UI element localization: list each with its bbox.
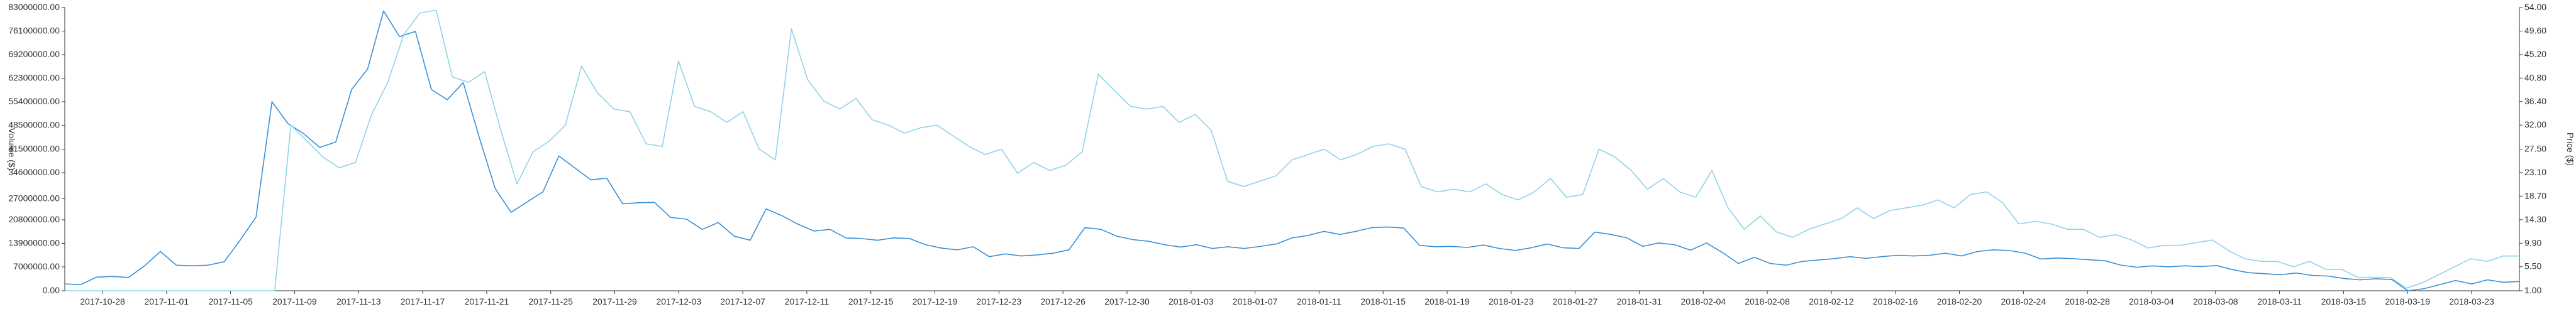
x-tick-label: 2018-01-19: [1424, 296, 1470, 306]
right-tick-label: 5.50: [2524, 261, 2541, 271]
x-tick-label: 2018-01-27: [1553, 296, 1598, 306]
x-tick-label: 2017-12-07: [720, 296, 765, 306]
x-tick-label: 2017-11-21: [465, 296, 509, 306]
right-axis-title: Price ($): [2565, 133, 2575, 166]
left-tick-label: 41500000.00: [8, 144, 60, 154]
x-tick-label: 2018-01-07: [1233, 296, 1278, 306]
price-series-line: [65, 9, 2519, 291]
x-tick-label: 2018-03-19: [2385, 296, 2430, 306]
left-tick-label: 76100000.00: [8, 25, 60, 35]
x-tick-label: 2017-12-15: [848, 296, 894, 306]
x-tick-label: 2017-12-19: [913, 296, 958, 306]
x-tick-label: 2017-12-30: [1104, 296, 1150, 306]
x-tick-label: 2017-12-03: [656, 296, 701, 306]
right-tick-label: 9.90: [2524, 237, 2541, 247]
right-tick-label: 1.00: [2524, 285, 2541, 295]
x-tick-label: 2017-11-29: [592, 296, 637, 306]
x-tick-label: 2018-02-12: [1809, 296, 1854, 306]
volume-series-line: [64, 10, 2520, 291]
x-tick-label: 2017-11-09: [272, 296, 317, 306]
x-tick-label: 2018-01-11: [1297, 296, 1341, 306]
left-tick-label: 0.00: [43, 285, 60, 295]
left-tick-label: 34600000.00: [8, 167, 60, 177]
right-tick-label: 27.50: [2524, 144, 2546, 154]
x-tick-label: 2018-01-15: [1360, 296, 1406, 306]
x-axis: 2017-10-28 2017-11-01 2017-11-05 2017-11-09…: [65, 290, 2519, 306]
x-tick-label: 2017-10-28: [80, 296, 125, 306]
right-tick-label: 54.00: [2524, 2, 2546, 12]
x-tick-label: 2017-11-13: [336, 296, 381, 306]
x-tick-label: 2018-02-28: [2065, 296, 2110, 306]
x-tick-label: 2018-01-03: [1169, 296, 1214, 306]
left-tick-label: 69200000.00: [8, 49, 60, 59]
x-tick-label: 2018-02-24: [2001, 296, 2046, 306]
x-tick-label: 2018-03-23: [2449, 296, 2494, 306]
left-axis-title: Volume ($): [7, 128, 17, 171]
x-tick-label: 2017-11-25: [528, 296, 573, 306]
right-tick-label: 45.20: [2524, 49, 2546, 59]
x-tick-label: 2018-03-11: [2257, 296, 2302, 306]
right-tick-label: 36.40: [2524, 96, 2546, 106]
x-tick-label: 2018-01-23: [1489, 296, 1534, 306]
left-tick-label: 13900000.00: [8, 237, 60, 247]
x-tick-label: 2017-12-23: [977, 296, 1022, 306]
left-tick-label: 27000000.00: [8, 193, 60, 203]
x-tick-label: 2018-02-04: [1680, 296, 1726, 306]
left-tick-label: 83000000.00: [8, 2, 60, 12]
left-tick-label: 7000000.00: [13, 261, 60, 271]
right-tick-label: 49.60: [2524, 25, 2546, 35]
x-tick-label: 2017-11-05: [208, 296, 253, 306]
x-tick-label: 2018-01-31: [1617, 296, 1662, 306]
x-tick-label: 2018-02-16: [1873, 296, 1918, 306]
x-tick-label: 2017-12-11: [785, 296, 830, 306]
left-tick-label: 20800000.00: [8, 214, 60, 224]
x-tick-label: 2018-03-04: [2129, 296, 2174, 306]
right-tick-label: 32.00: [2524, 119, 2546, 129]
x-tick-label: 2017-11-17: [401, 296, 445, 306]
x-tick-label: 2018-03-15: [2321, 296, 2367, 306]
right-tick-label: 18.70: [2524, 190, 2546, 200]
series-layer: [64, 9, 2520, 291]
left-tick-label: 55400000.00: [8, 96, 60, 106]
x-tick-label: 2018-02-20: [1937, 296, 1982, 306]
left-tick-label: 48500000.00: [8, 119, 60, 129]
right-tick-label: 23.10: [2524, 167, 2546, 177]
left-tick-label: 62300000.00: [8, 72, 60, 82]
x-tick-label: 2018-02-08: [1745, 296, 1790, 306]
right-tick-label: 14.30: [2524, 214, 2546, 224]
x-tick-label: 2017-11-01: [145, 296, 189, 306]
right-y-axis: 1.00 5.50 9.90 14.30 18.70 23.10 27.50 32.00 36.…: [2519, 2, 2546, 295]
x-tick-label: 2017-12-26: [1040, 296, 1085, 306]
left-y-axis: 0.00 7000000.00 13900000.00 20800000.00 2700…: [8, 2, 65, 295]
right-tick-label: 40.80: [2524, 72, 2546, 82]
x-tick-label: 2018-03-08: [2193, 296, 2238, 306]
